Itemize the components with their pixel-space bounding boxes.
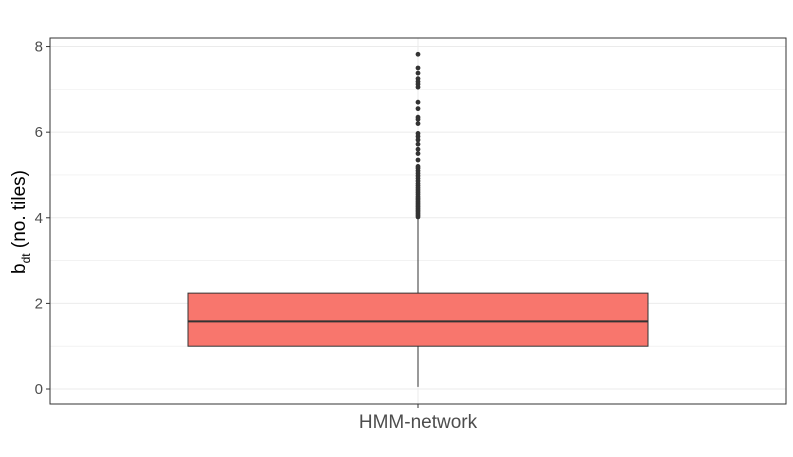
y-tick-label: 6 [35, 124, 43, 141]
outlier-point [415, 157, 421, 163]
x-tick-label: HMM-network [359, 412, 478, 433]
boxplot-group [187, 51, 649, 387]
y-axis-ticks: 0 2 4 6 8 [35, 39, 50, 398]
outlier-point [415, 76, 421, 82]
outlier-point [415, 131, 421, 136]
outlier-point [415, 164, 421, 169]
outlier-point [415, 151, 421, 156]
outlier-point [415, 51, 421, 57]
y-axis-title: bdt (no. tiles) [9, 170, 33, 274]
y-axis-title-suffix: (no. tiles) [9, 170, 30, 253]
box-iqr [187, 292, 649, 347]
box-HMM-network [187, 51, 649, 387]
y-axis-title-subscript: dt [19, 253, 33, 264]
outlier-point [415, 70, 421, 76]
y-axis-title-main: b [9, 263, 30, 274]
outlier-point [415, 141, 421, 147]
y-tick-label: 8 [35, 39, 43, 56]
x-axis-ticks: HMM-network [359, 404, 478, 433]
y-tick-label: 0 [35, 381, 43, 398]
outlier-point [415, 146, 421, 152]
outlier-point [415, 137, 421, 143]
outlier-point [415, 99, 421, 105]
outlier-point [415, 106, 421, 112]
outlier-point [415, 121, 421, 127]
outlier-point [415, 114, 421, 120]
y-tick-label: 4 [35, 210, 43, 227]
y-tick-label: 2 [35, 295, 43, 312]
outlier-point [415, 65, 421, 71]
